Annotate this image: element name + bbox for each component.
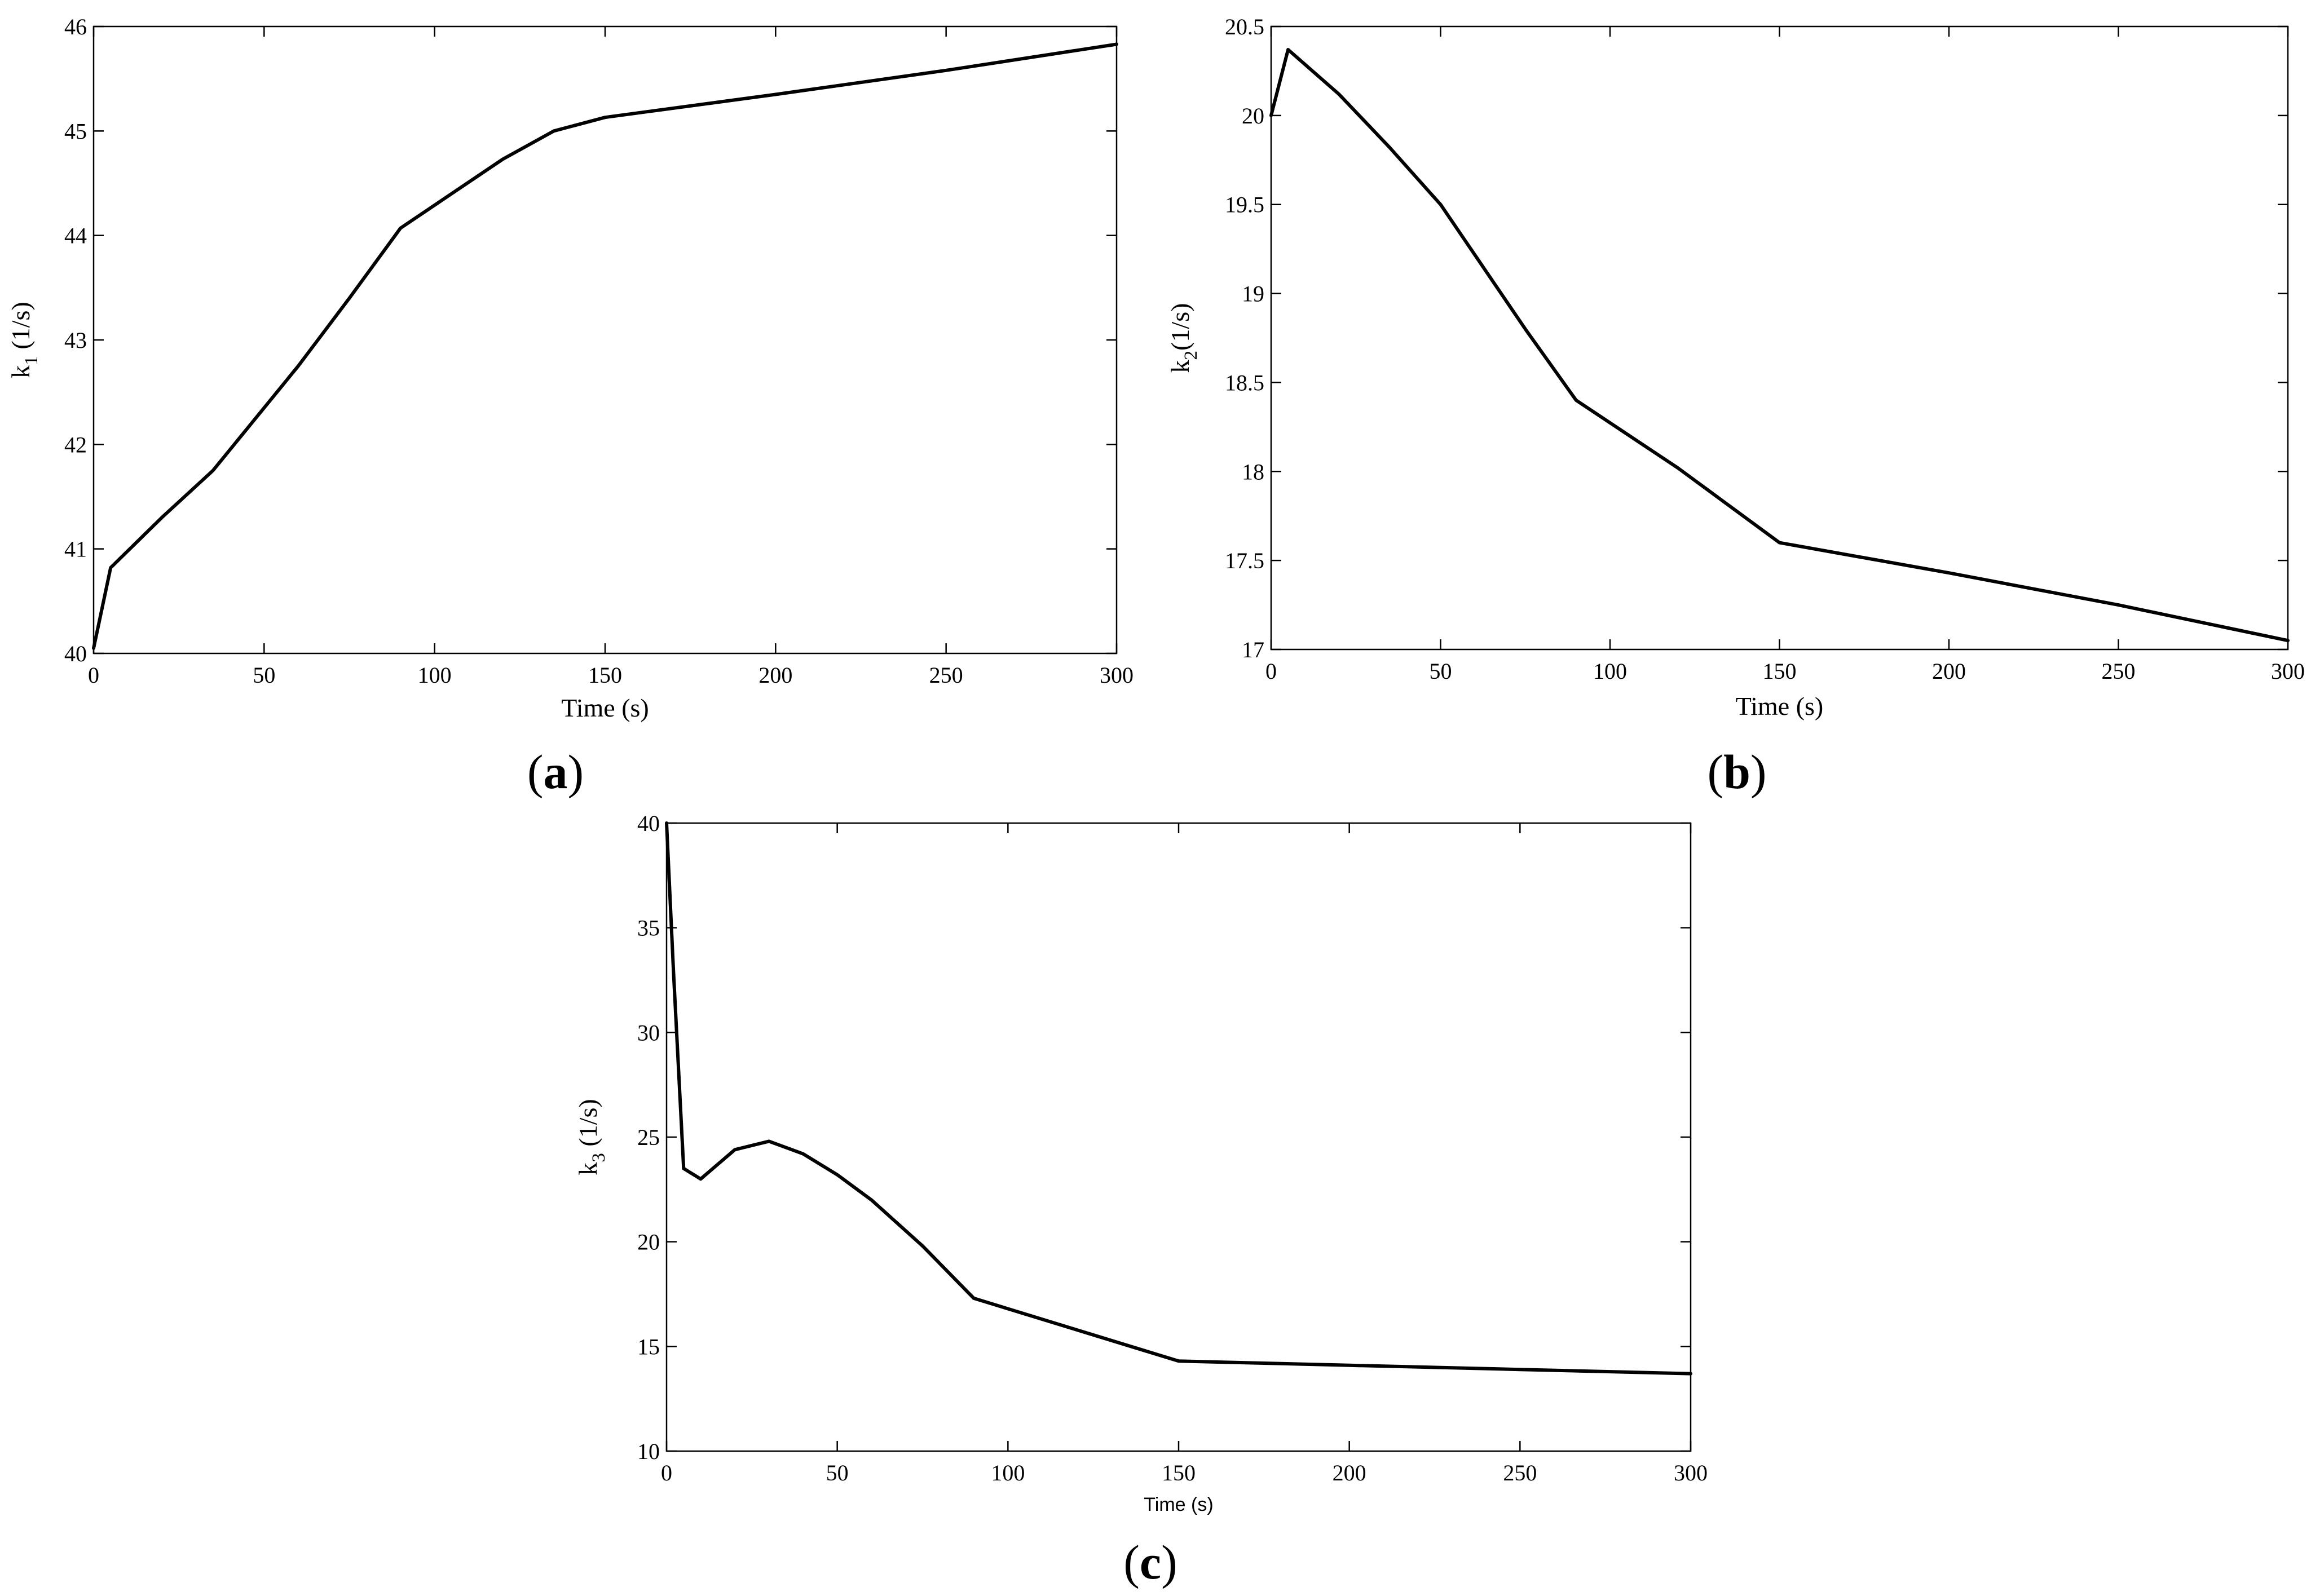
y-axis-label-base: k <box>6 365 35 378</box>
panel-label: (a) <box>527 745 584 799</box>
x-tick-label: 300 <box>2271 658 2305 684</box>
panel-label-open-paren: ( <box>527 745 544 799</box>
x-tick-label: 0 <box>88 662 99 688</box>
series-line <box>1269 48 2290 643</box>
y-axis-label: k1 (1/s) <box>6 302 42 378</box>
y-tick-label: 25 <box>637 1125 660 1150</box>
y-tick-label: 17 <box>1242 637 1264 662</box>
plot-frame <box>665 822 1692 1452</box>
x-tick-label: 100 <box>1593 658 1627 684</box>
x-tick-label: 100 <box>991 1460 1025 1486</box>
y-tick-label: 18 <box>1242 459 1264 484</box>
x-tick-label: 100 <box>418 662 452 688</box>
x-tick-label: 150 <box>1162 1460 1196 1486</box>
x-tick-label: 300 <box>1100 662 1134 688</box>
y-tick-label: 46 <box>64 14 87 39</box>
panel-label-open-paren: ( <box>1123 1535 1140 1589</box>
x-axis-label: Time (s) <box>1736 692 1824 720</box>
y-tick-label: 45 <box>64 118 87 144</box>
y-tick-label: 19 <box>1242 281 1264 307</box>
y-tick-label: 40 <box>637 811 660 836</box>
y-tick-label: 41 <box>64 537 87 562</box>
x-tick-label: 50 <box>253 662 275 688</box>
y-tick-label: 35 <box>637 916 660 941</box>
y-tick-label: 42 <box>64 432 87 457</box>
x-axis-label: Time (s) <box>561 693 649 722</box>
y-tick-label: 19.5 <box>1225 192 1264 218</box>
series-line <box>665 821 1692 1376</box>
panel-label-close-paren: ) <box>1750 745 1767 799</box>
y-tick-label: 20 <box>637 1230 660 1255</box>
y-tick-label: 18.5 <box>1225 370 1264 395</box>
x-tick-label: 200 <box>758 662 792 688</box>
plot-frame <box>1270 25 2289 651</box>
y-tick-label: 10 <box>637 1439 660 1464</box>
y-axis-label-subscript: 2 <box>1180 351 1201 360</box>
y-axis-label-unit: (1/s) <box>6 302 35 356</box>
y-tick-label: 44 <box>64 223 87 249</box>
panel-label-letter: a <box>544 745 568 799</box>
panel-label: (c) <box>1123 1535 1177 1589</box>
x-axis-label: Time (s) <box>1144 1494 1213 1515</box>
y-axis-label-base: k <box>574 1162 602 1175</box>
panel-label-letter: c <box>1140 1535 1161 1589</box>
x-tick-label: 150 <box>588 662 622 688</box>
chart-a: 0 50 100 150 200 250 300 40 41 42 43 44 45 46 Time (s)… <box>6 14 1134 799</box>
plot-frame <box>92 25 1118 655</box>
chart-b: 0 50 100 150 200 250 300 17 17.5 18 18.5 19 19.5 20 20… <box>1166 14 2305 799</box>
x-tick-label: 50 <box>826 1460 849 1486</box>
x-tick-label: 0 <box>1265 658 1277 684</box>
x-tick-label: 0 <box>661 1460 672 1486</box>
y-axis-label: k3 (1/s) <box>574 1099 609 1175</box>
y-tick-label: 40 <box>64 641 87 666</box>
y-tick-label: 17.5 <box>1225 548 1264 573</box>
y-tick-label: 20.5 <box>1225 14 1264 39</box>
y-axis-label-subscript: 1 <box>21 356 42 365</box>
y-tick-label: 43 <box>64 328 87 353</box>
x-tick-label: 250 <box>1503 1460 1537 1486</box>
y-axis-label-unit: (1/s) <box>1166 303 1194 351</box>
x-tick-label: 300 <box>1674 1460 1708 1486</box>
y-tick-label: 20 <box>1242 103 1264 129</box>
x-tick-label: 200 <box>1932 658 1966 684</box>
y-axis-label-unit: (1/s) <box>574 1099 602 1153</box>
x-tick-label: 150 <box>1763 658 1797 684</box>
chart-c: 0 50 100 150 200 250 300 10 15 20 25 30 35 40 Time (s)… <box>574 811 1708 1589</box>
series-line <box>92 42 1118 650</box>
panel-label-close-paren: ) <box>568 745 584 799</box>
x-tick-label: 250 <box>929 662 963 688</box>
y-tick-label: 15 <box>637 1334 660 1359</box>
y-axis-label: k2(1/s) <box>1166 303 1201 373</box>
y-axis-label-subscript: 3 <box>588 1153 609 1162</box>
y-axis-label-base: k <box>1166 360 1194 373</box>
panel-label-open-paren: ( <box>1707 745 1723 799</box>
panel-label-letter: b <box>1723 745 1750 799</box>
panel-label-close-paren: ) <box>1161 1535 1177 1589</box>
x-tick-label: 50 <box>1430 658 1452 684</box>
x-tick-label: 250 <box>2102 658 2136 684</box>
y-tick-label: 30 <box>637 1020 660 1045</box>
panel-label: (b) <box>1707 745 1766 799</box>
x-tick-label: 200 <box>1333 1460 1366 1486</box>
